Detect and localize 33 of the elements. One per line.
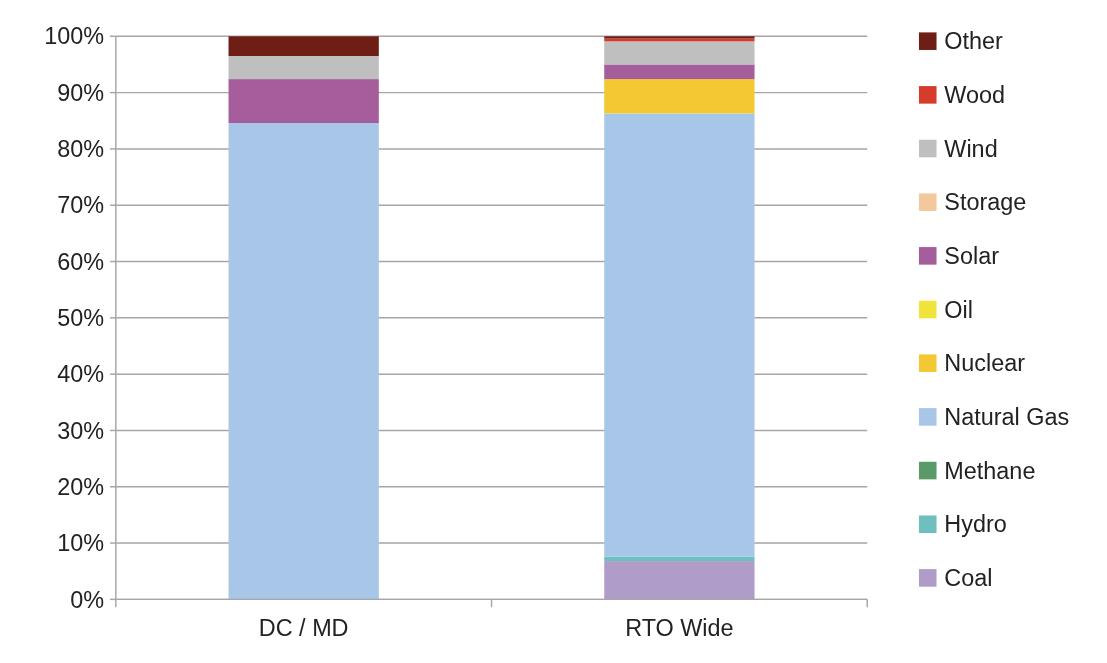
legend-label: Storage	[944, 189, 1027, 216]
bar	[228, 79, 379, 124]
legend-label: Solar	[944, 243, 1000, 270]
x-tick-label: RTO Wide	[625, 615, 734, 642]
bar	[228, 123, 379, 600]
y-tick-label: 80%	[57, 136, 105, 163]
y-tick-label: 10%	[57, 530, 105, 557]
bar	[604, 561, 755, 600]
legend-label: Oil	[944, 296, 973, 323]
x-tick-label: DC / MD	[258, 615, 349, 642]
bar	[604, 64, 755, 80]
y-tick-label: 0%	[70, 586, 105, 613]
bar	[604, 113, 755, 557]
bar	[228, 56, 379, 80]
y-tick-label: 50%	[57, 305, 105, 332]
legend-label: Wood	[944, 82, 1006, 109]
legend-label: Coal	[944, 565, 993, 592]
y-tick-label: 40%	[57, 361, 105, 388]
legend-label: Nuclear	[944, 350, 1026, 377]
legend-label: Wind	[944, 135, 998, 162]
bar	[604, 41, 755, 65]
bar	[228, 36, 379, 57]
bar	[604, 79, 755, 114]
y-tick-label: 90%	[57, 79, 105, 106]
y-tick-label: 100%	[44, 23, 105, 50]
legend-label: Other	[944, 28, 1004, 55]
legend-label: Methane	[944, 457, 1036, 484]
legend-label: Natural Gas	[944, 404, 1070, 431]
y-tick-label: 20%	[57, 473, 105, 500]
y-tick-label: 70%	[57, 192, 105, 219]
y-tick-label: 60%	[57, 248, 105, 275]
legend-label: Hydro	[944, 511, 1007, 538]
y-tick-label: 30%	[57, 417, 105, 444]
